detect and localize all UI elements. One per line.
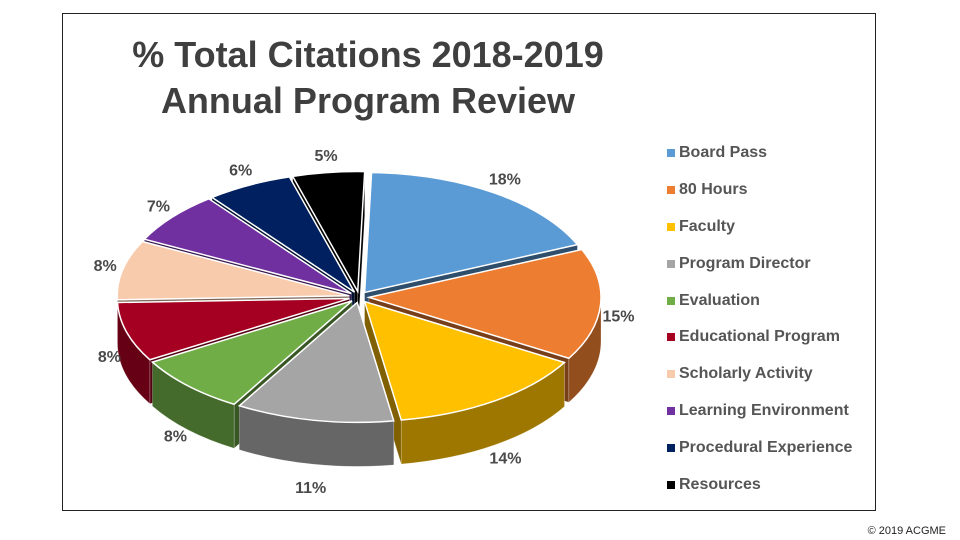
legend-label: Board Pass (679, 144, 768, 162)
slice-resources (291, 170, 366, 295)
slice-procedural-experience (210, 176, 356, 293)
legend-swatch (667, 296, 675, 305)
legend-swatch (667, 333, 675, 342)
data-label-program-director: 11% (295, 480, 326, 497)
chart-title-line-1: % Total Citations 2018-2019 (132, 34, 604, 75)
legend-label: Faculty (679, 217, 736, 235)
chart-title: % Total Citations 2018-2019 Annual Progr… (63, 32, 673, 124)
legend-label: Procedural Experience (679, 438, 853, 456)
legend-swatch (667, 149, 675, 158)
legend-swatch (667, 406, 675, 415)
data-label-scholarly-activity: 8% (94, 258, 117, 275)
legend-label: 80 Hours (679, 181, 748, 199)
copyright-notice: © 2019 ACGME (867, 525, 946, 537)
legend-swatch (667, 259, 675, 268)
chart-legend: Board Pass 80 Hours Faculty Program Directo… (667, 135, 852, 503)
legend-item-educational-program: Educational Program (667, 319, 852, 356)
slice-scholarly-activity (116, 240, 350, 301)
slice-evaluation (150, 300, 353, 406)
legend-label: Resources (679, 475, 761, 493)
data-label-board-pass: 18% (489, 171, 521, 188)
legend-item-80-hours: 80 Hours (667, 172, 852, 209)
legend-label: Scholarly Activity (679, 365, 813, 383)
legend-swatch (667, 480, 675, 489)
legend-item-procedural-experience: Procedural Experience (667, 429, 852, 466)
data-label-80-hours: 15% (602, 308, 634, 325)
data-label-evaluation: 8% (164, 429, 187, 446)
slice-learning-environment (142, 197, 352, 295)
legend-label: Educational Program (679, 328, 840, 346)
legend-swatch (667, 370, 675, 379)
slice-faculty (363, 300, 566, 421)
data-label-educational-program: 8% (98, 349, 121, 366)
legend-label: Evaluation (679, 291, 760, 309)
legend-swatch (667, 222, 675, 231)
data-label-learning-environment: 7% (147, 199, 170, 216)
legend-label: Learning Environment (679, 401, 849, 419)
legend-item-evaluation: Evaluation (667, 282, 852, 319)
chart-title-line-2: Annual Program Review (160, 80, 576, 121)
slice-80-hours (366, 248, 602, 360)
pie-top-layer (116, 170, 602, 424)
pie-labels-layer: 18% 15% 14% 11% 8% 8% 8% 7% 6% 5% (94, 148, 635, 497)
slice-program-director (237, 301, 395, 424)
legend-item-learning-environment: Learning Environment (667, 393, 852, 430)
legend-item-program-director: Program Director (667, 245, 852, 282)
legend-label: Program Director (679, 254, 811, 272)
legend-swatch (667, 186, 675, 195)
legend-item-scholarly-activity: Scholarly Activity (667, 356, 852, 393)
slice-educational-program (116, 297, 350, 361)
slice-board-pass (363, 171, 579, 294)
legend-swatch (667, 443, 675, 452)
legend-item-board-pass: Board Pass (667, 135, 852, 172)
legend-item-resources: Resources (667, 466, 852, 503)
chart-frame: % Total Citations 2018-2019 Annual Progr… (62, 13, 876, 511)
data-label-procedural-experience: 6% (229, 163, 252, 180)
legend-item-faculty: Faculty (667, 209, 852, 246)
data-label-faculty: 14% (489, 451, 521, 468)
pie-chart: 18% 15% 14% 11% 8% 8% 8% 7% 6% 5% (94, 148, 635, 497)
data-label-resources: 5% (314, 148, 337, 165)
